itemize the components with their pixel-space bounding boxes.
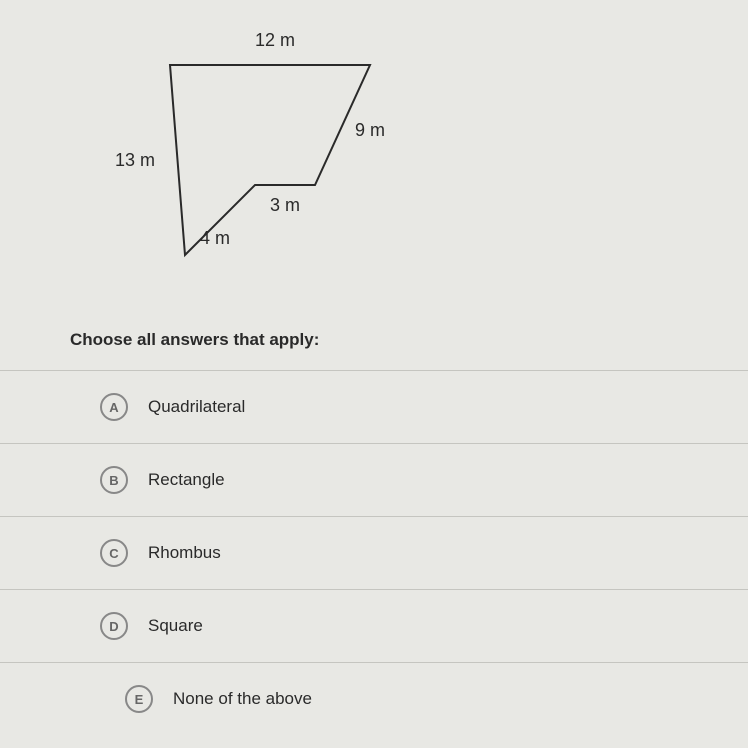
label-top: 12 m [255, 30, 295, 51]
answer-letter: D [100, 612, 128, 640]
answer-option-d[interactable]: D Square [0, 589, 748, 662]
label-left: 13 m [115, 150, 155, 171]
answer-text: Rhombus [148, 543, 221, 563]
answer-option-b[interactable]: B Rectangle [0, 443, 748, 516]
answer-letter: B [100, 466, 128, 494]
diagram-container: 12 m 9 m 13 m 3 m 4 m [60, 20, 460, 300]
answer-letter: A [100, 393, 128, 421]
answer-option-c[interactable]: C Rhombus [0, 516, 748, 589]
answer-text: Square [148, 616, 203, 636]
label-bottom-left: 4 m [200, 228, 230, 249]
answer-letter: E [125, 685, 153, 713]
answer-letter: C [100, 539, 128, 567]
label-bottom-right: 3 m [270, 195, 300, 216]
label-right: 9 m [355, 120, 385, 141]
answer-text: Quadrilateral [148, 397, 245, 417]
answer-list: A Quadrilateral B Rectangle C Rhombus D … [0, 370, 748, 735]
answer-text: Rectangle [148, 470, 225, 490]
question-prompt: Choose all answers that apply: [70, 330, 748, 350]
answer-option-a[interactable]: A Quadrilateral [0, 370, 748, 443]
answer-option-e[interactable]: E None of the above [0, 662, 748, 735]
answer-text: None of the above [173, 689, 312, 709]
